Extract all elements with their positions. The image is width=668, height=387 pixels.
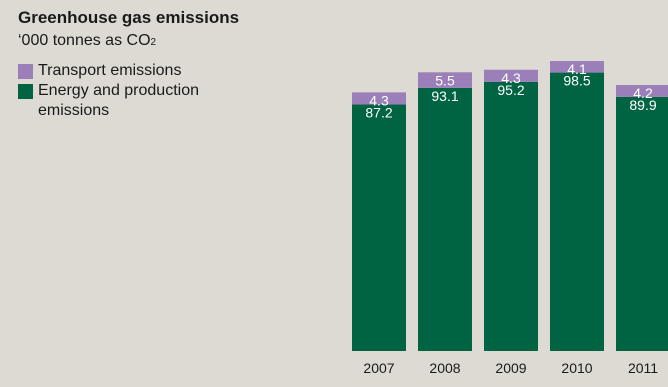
data-label-energy-2007: 87.2: [365, 105, 392, 121]
legend-swatch-transport: [18, 64, 33, 79]
bar-energy-2011: [616, 96, 668, 351]
bar-energy-2008: [418, 87, 472, 351]
data-label-energy-2009: 95.2: [497, 82, 524, 98]
x-tick-label-2007: 2007: [363, 360, 394, 376]
bar-energy-2009: [484, 81, 538, 352]
legend-item-transport: Transport emissions: [18, 61, 298, 81]
x-tick-label-2009: 2009: [495, 360, 526, 376]
bar-energy-2010: [550, 72, 604, 352]
chart-subtitle: ‘000 tonnes as CO2: [18, 32, 156, 50]
bar-transport-2008: [418, 72, 472, 88]
bar-energy-2007: [352, 104, 406, 352]
legend: Transport emissions Energy and productio…: [18, 61, 298, 121]
x-tick-label-2010: 2010: [561, 360, 592, 376]
x-tick-label-2011: 2011: [628, 360, 658, 376]
data-label-transport-2009: 4.3: [501, 70, 521, 86]
data-label-transport-2010: 4.1: [567, 61, 587, 77]
legend-item-energy: Energy and production emissions: [18, 81, 298, 121]
legend-swatch-energy: [18, 84, 33, 99]
subtitle-subscript: 2: [150, 37, 157, 48]
bar-transport-2007: [352, 92, 406, 105]
bar-transport-2010: [550, 61, 604, 73]
data-label-energy-2011: 89.9: [629, 97, 656, 113]
bar-transport-2011: [616, 85, 668, 97]
legend-label-transport: Transport emissions: [38, 62, 182, 79]
legend-label-energy-line1: Energy and production: [38, 82, 199, 99]
chart-title: Greenhouse gas emissions: [18, 8, 240, 27]
bar-transport-2009: [484, 69, 538, 82]
data-label-transport-2011: 4.2: [633, 85, 653, 101]
x-tick-label-2008: 2008: [429, 360, 460, 376]
legend-label-energy-line2: emissions: [38, 102, 110, 119]
data-label-transport-2008: 5.5: [435, 72, 455, 88]
data-label-energy-2008: 93.1: [431, 88, 458, 104]
subtitle-text: ‘000 tonnes as CO: [18, 32, 151, 49]
data-label-transport-2007: 4.3: [369, 92, 389, 108]
data-label-energy-2010: 98.5: [563, 73, 590, 89]
